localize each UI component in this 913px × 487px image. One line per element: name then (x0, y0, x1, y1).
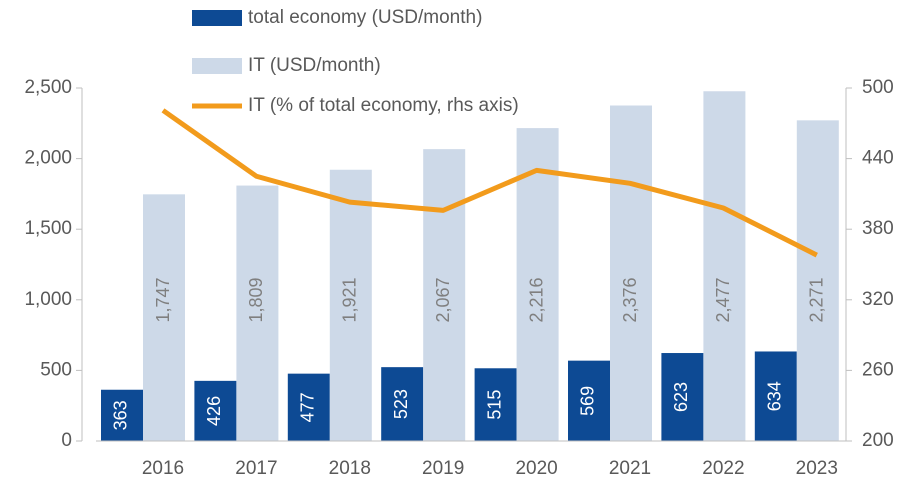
value-label: 426 (204, 396, 224, 426)
bar (143, 194, 185, 441)
y2-tick-label: 440 (862, 148, 894, 169)
bar (287, 373, 330, 441)
bar (796, 120, 839, 441)
value-label: 1,747 (153, 277, 173, 322)
value-label: 2,067 (433, 277, 453, 322)
bar (703, 91, 746, 442)
bar (474, 368, 517, 441)
value-label: 2,216 (526, 277, 546, 322)
value-label: 363 (111, 400, 131, 430)
y-tick-label: 1,500 (24, 218, 72, 239)
value-label: 523 (391, 389, 411, 419)
value-label: 477 (298, 392, 318, 422)
value-label: 2,376 (620, 277, 640, 322)
bar (661, 353, 704, 441)
x-tick-label: 2018 (329, 458, 371, 479)
bar (754, 351, 797, 441)
x-tick-label: 2019 (422, 458, 464, 479)
bar (236, 185, 279, 441)
bar (194, 380, 237, 441)
y-tick-label: 500 (40, 359, 72, 380)
value-label: 569 (578, 386, 598, 416)
bar (423, 149, 466, 442)
y2-tick-label: 320 (862, 289, 894, 310)
legend-label: IT (USD/month) (248, 55, 381, 76)
y2-tick-label: 500 (862, 77, 894, 98)
x-tick-label: 2020 (515, 458, 557, 479)
value-label: 2,271 (807, 277, 827, 322)
bar (381, 367, 424, 441)
bar (101, 389, 143, 441)
line (161, 108, 818, 258)
bar (568, 360, 610, 441)
value-label: 2,477 (713, 277, 733, 322)
x-tick-label: 2023 (796, 458, 838, 479)
x-tick-label: 2021 (609, 458, 651, 479)
y-tick-label: 0 (61, 430, 72, 451)
x-tick-label: 2016 (142, 458, 184, 479)
y2-tick-label: 200 (862, 430, 894, 451)
bar (516, 128, 559, 441)
y2-tick-label: 260 (862, 359, 894, 380)
value-label: 1,921 (340, 277, 360, 322)
bar (329, 169, 372, 441)
legend-label: total economy (USD/month) (248, 7, 482, 28)
value-label: 1,809 (246, 277, 266, 322)
bar (610, 105, 652, 442)
value-label: 515 (484, 390, 504, 420)
y-tick-label: 1,000 (24, 289, 72, 310)
y-tick-label: 2,500 (24, 77, 72, 98)
value-label: 634 (765, 381, 785, 411)
x-tick-label: 2017 (235, 458, 277, 479)
x-tick-label: 2022 (702, 458, 744, 479)
legend-label: IT (% of total economy, rhs axis) (248, 95, 519, 116)
legend-swatch (192, 58, 242, 74)
y-tick-label: 2,000 (24, 148, 72, 169)
value-label: 623 (671, 382, 691, 412)
legend-swatch (192, 10, 242, 26)
y2-tick-label: 380 (862, 218, 894, 239)
